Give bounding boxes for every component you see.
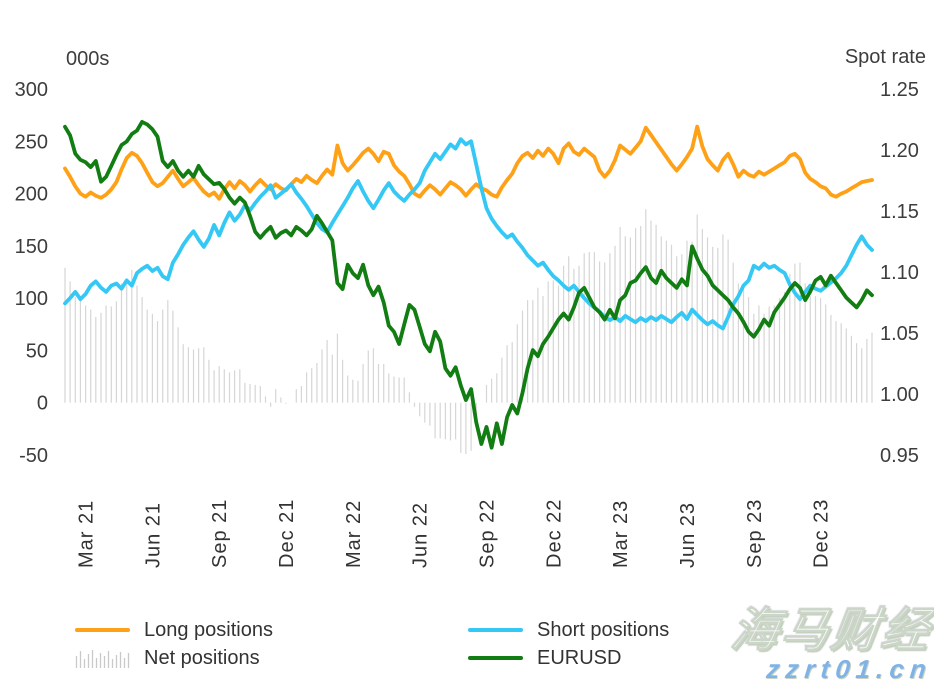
right-axis-tick-label: 1.20 (880, 140, 919, 162)
long-positions-line-icon (75, 628, 130, 632)
left-axis-title: 000s (66, 48, 110, 70)
right-axis-title: Spot rate (844, 46, 926, 68)
x-axis-tick-label: Dec 22 (543, 499, 565, 568)
left-axis-tick-label: 0 (37, 393, 48, 415)
net-positions-bars (64, 209, 873, 454)
left-axis-tick-label: 200 (15, 184, 48, 206)
x-axis-tick-label: Jun 21 (142, 502, 164, 568)
left-axis-tick-label: 150 (15, 236, 48, 258)
x-axis-tick-label: Sep 21 (209, 499, 231, 568)
legend-item-net-positions: Net positions (75, 647, 468, 670)
legend-item-short-positions: Short positions (468, 619, 669, 642)
eurusd-line-icon (468, 656, 523, 660)
left-axis-tick-label: -50 (19, 445, 48, 467)
x-axis-tick-label: Jun 22 (410, 502, 432, 568)
chart-legend: Long positions Short positions Net posit… (75, 616, 669, 672)
left-axis-tick-label: 250 (15, 131, 48, 153)
legend-label-short-positions: Short positions (537, 618, 670, 641)
long-positions-line (63, 124, 874, 201)
left-axis-tick-label: 300 (15, 79, 48, 101)
x-axis-tick-label: Jun 23 (677, 502, 699, 568)
x-axis-tick-label: Mar 23 (610, 500, 632, 568)
legend-label-net-positions: Net positions (144, 646, 260, 669)
x-axis-tick-label: Mar 22 (343, 500, 365, 568)
right-axis-tick-label: 1.00 (880, 384, 919, 406)
short-positions-line-icon (468, 628, 523, 632)
short-positions-line (63, 137, 874, 331)
x-axis-tick-label: Sep 22 (477, 499, 499, 568)
legend-item-long-positions: Long positions (75, 619, 468, 642)
right-axis-tick-label: 1.10 (880, 262, 919, 284)
legend-label-eurusd: EURUSD (537, 646, 622, 669)
net-positions-bars-icon (75, 649, 130, 668)
legend-item-eurusd: EURUSD (468, 647, 669, 670)
right-axis-tick-label: 1.05 (880, 323, 919, 345)
left-axis-tick-label: 100 (15, 288, 48, 310)
x-axis-tick-label: Dec 21 (276, 499, 298, 568)
left-axis-tick-label: 50 (26, 340, 48, 362)
x-axis-tick-label: Sep 23 (744, 499, 766, 568)
x-axis-tick-label: Mar 21 (76, 500, 98, 568)
right-axis-tick-label: 1.25 (880, 79, 919, 101)
legend-label-long-positions: Long positions (144, 618, 273, 641)
x-axis-tick-label: Dec 23 (811, 499, 833, 568)
eurusd-line (63, 120, 874, 450)
right-axis-tick-label: 1.15 (880, 201, 919, 223)
right-axis-tick-label: 0.95 (880, 445, 919, 467)
